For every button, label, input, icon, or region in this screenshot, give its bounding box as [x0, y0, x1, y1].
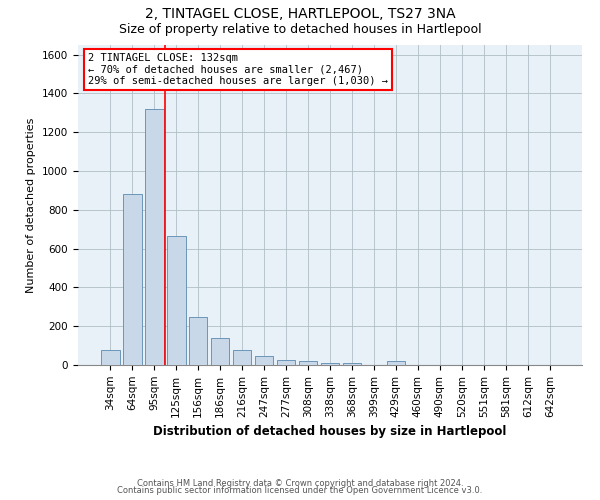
- Bar: [211, 338, 229, 365]
- Bar: [145, 109, 164, 365]
- Bar: [123, 194, 142, 365]
- Bar: [277, 360, 295, 365]
- Text: 2 TINTAGEL CLOSE: 132sqm
← 70% of detached houses are smaller (2,467)
29% of sem: 2 TINTAGEL CLOSE: 132sqm ← 70% of detach…: [88, 53, 388, 86]
- Text: 2, TINTAGEL CLOSE, HARTLEPOOL, TS27 3NA: 2, TINTAGEL CLOSE, HARTLEPOOL, TS27 3NA: [145, 8, 455, 22]
- Bar: [189, 318, 208, 365]
- Bar: [167, 236, 185, 365]
- Bar: [299, 361, 317, 365]
- Text: Contains HM Land Registry data © Crown copyright and database right 2024.: Contains HM Land Registry data © Crown c…: [137, 478, 463, 488]
- Bar: [101, 350, 119, 365]
- Bar: [255, 356, 274, 365]
- Bar: [320, 362, 340, 365]
- Bar: [343, 364, 361, 365]
- Text: Size of property relative to detached houses in Hartlepool: Size of property relative to detached ho…: [119, 22, 481, 36]
- Text: Contains public sector information licensed under the Open Government Licence v3: Contains public sector information licen…: [118, 486, 482, 495]
- Bar: [386, 361, 405, 365]
- Y-axis label: Number of detached properties: Number of detached properties: [26, 118, 37, 292]
- Bar: [233, 350, 251, 365]
- X-axis label: Distribution of detached houses by size in Hartlepool: Distribution of detached houses by size …: [154, 425, 506, 438]
